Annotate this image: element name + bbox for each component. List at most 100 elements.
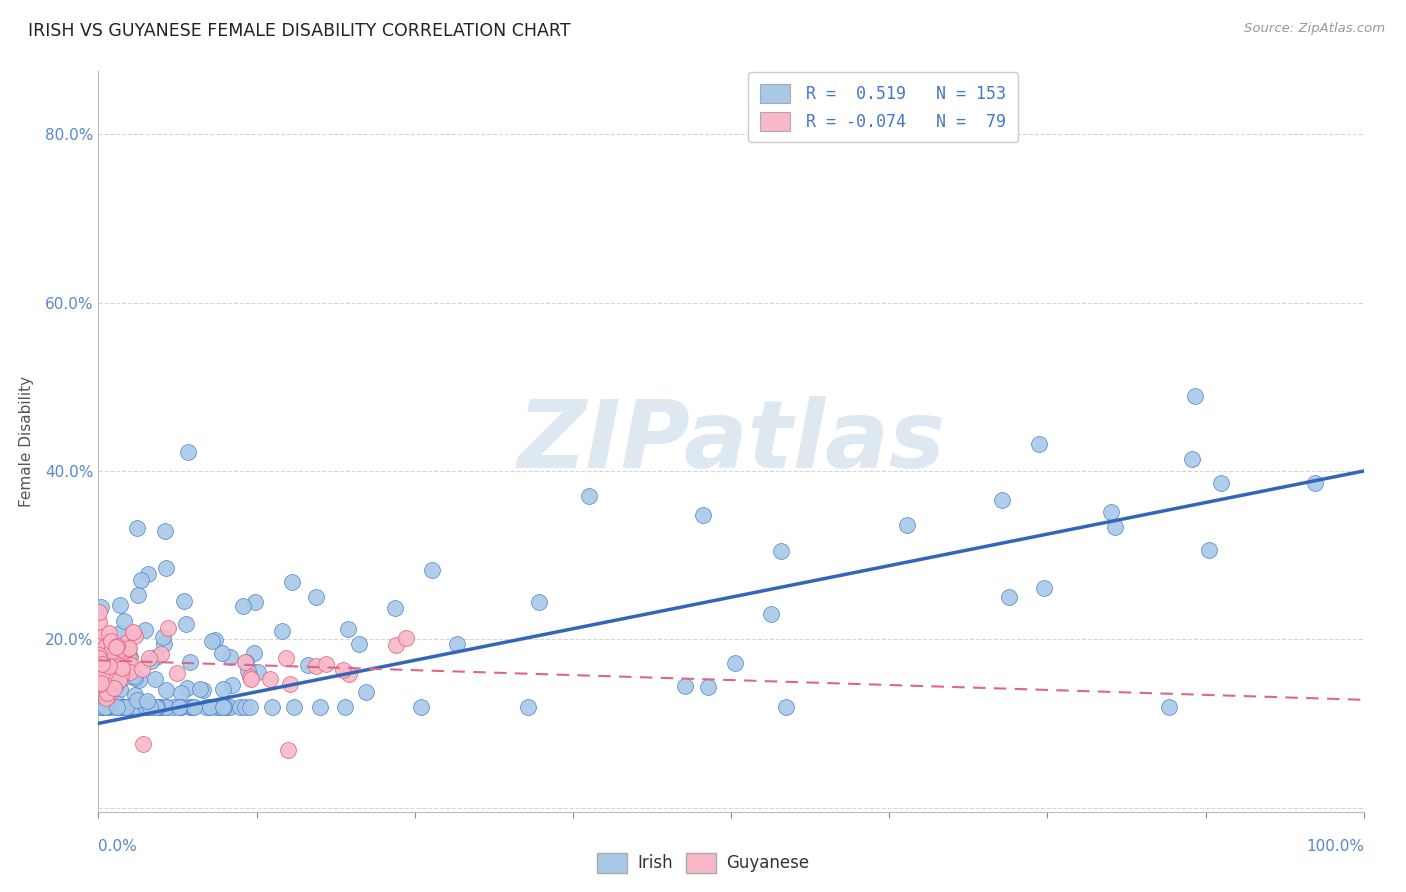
Point bbox=[211, 699, 233, 714]
Point bbox=[896, 518, 918, 533]
Point bbox=[775, 699, 797, 714]
Point bbox=[97, 665, 120, 680]
Point bbox=[211, 646, 233, 660]
Point bbox=[89, 648, 111, 662]
Point bbox=[90, 699, 112, 714]
Point bbox=[173, 594, 195, 608]
Point bbox=[170, 699, 193, 714]
Point bbox=[578, 489, 600, 503]
Point bbox=[148, 699, 170, 714]
Point bbox=[1198, 542, 1220, 557]
Point bbox=[243, 646, 266, 660]
Point bbox=[89, 657, 111, 671]
Point bbox=[94, 663, 117, 677]
Point bbox=[104, 640, 127, 654]
Point bbox=[110, 625, 132, 640]
Point bbox=[770, 544, 793, 558]
Point bbox=[90, 647, 112, 661]
Point bbox=[1303, 475, 1326, 490]
Point bbox=[420, 563, 443, 577]
Point bbox=[145, 699, 167, 714]
Point bbox=[127, 699, 149, 714]
Point bbox=[118, 699, 141, 714]
Point bbox=[395, 631, 418, 645]
Point bbox=[315, 657, 337, 671]
Point bbox=[118, 699, 141, 714]
Point bbox=[305, 659, 328, 673]
Point bbox=[117, 648, 139, 662]
Point bbox=[150, 699, 173, 714]
Point bbox=[193, 683, 215, 698]
Point bbox=[120, 657, 142, 672]
Point bbox=[108, 682, 131, 697]
Point bbox=[89, 659, 111, 673]
Point bbox=[105, 639, 128, 653]
Point bbox=[89, 657, 111, 672]
Point bbox=[153, 637, 176, 651]
Point bbox=[141, 699, 163, 714]
Point bbox=[143, 673, 166, 687]
Point bbox=[115, 699, 138, 714]
Point bbox=[129, 699, 152, 714]
Point bbox=[232, 599, 254, 613]
Point bbox=[108, 699, 131, 714]
Point bbox=[1028, 437, 1050, 451]
Point bbox=[93, 645, 115, 659]
Point bbox=[239, 699, 262, 714]
Point bbox=[304, 590, 326, 604]
Point bbox=[673, 679, 696, 693]
Point bbox=[98, 699, 121, 714]
Point bbox=[153, 524, 176, 539]
Point bbox=[179, 699, 201, 714]
Point bbox=[271, 624, 294, 638]
Point bbox=[384, 600, 406, 615]
Point bbox=[1099, 506, 1122, 520]
Point bbox=[117, 645, 139, 659]
Point bbox=[90, 666, 112, 681]
Point bbox=[110, 667, 132, 681]
Point bbox=[139, 699, 162, 714]
Point bbox=[1211, 475, 1233, 490]
Point bbox=[90, 599, 112, 614]
Point bbox=[235, 655, 257, 669]
Point bbox=[118, 641, 141, 656]
Point bbox=[93, 656, 115, 670]
Point bbox=[101, 650, 124, 665]
Point bbox=[1180, 451, 1202, 466]
Point bbox=[219, 699, 242, 714]
Point bbox=[107, 697, 129, 711]
Point bbox=[96, 691, 118, 706]
Point bbox=[149, 647, 172, 661]
Point bbox=[198, 699, 221, 714]
Point bbox=[283, 699, 305, 714]
Point bbox=[118, 665, 141, 679]
Point bbox=[90, 631, 112, 645]
Point bbox=[212, 699, 235, 714]
Point bbox=[141, 699, 163, 714]
Point bbox=[201, 634, 224, 648]
Point bbox=[156, 699, 179, 714]
Point bbox=[1032, 581, 1054, 595]
Point bbox=[129, 573, 152, 587]
Point bbox=[240, 672, 263, 686]
Point bbox=[90, 699, 112, 714]
Point bbox=[90, 699, 112, 714]
Point bbox=[135, 699, 157, 714]
Point bbox=[104, 699, 127, 714]
Point bbox=[94, 642, 117, 657]
Point bbox=[195, 699, 218, 714]
Point bbox=[169, 699, 191, 714]
Point bbox=[118, 699, 141, 714]
Point bbox=[409, 699, 432, 714]
Point bbox=[1104, 520, 1126, 534]
Legend: R =  0.519   N = 153, R = -0.074   N =  79: R = 0.519 N = 153, R = -0.074 N = 79 bbox=[748, 72, 1018, 143]
Point bbox=[91, 676, 114, 690]
Point bbox=[204, 633, 226, 648]
Point bbox=[697, 680, 720, 694]
Point bbox=[332, 664, 354, 678]
Point bbox=[124, 629, 146, 643]
Point bbox=[132, 738, 155, 752]
Point bbox=[122, 625, 145, 640]
Point bbox=[122, 699, 145, 714]
Point bbox=[87, 650, 110, 665]
